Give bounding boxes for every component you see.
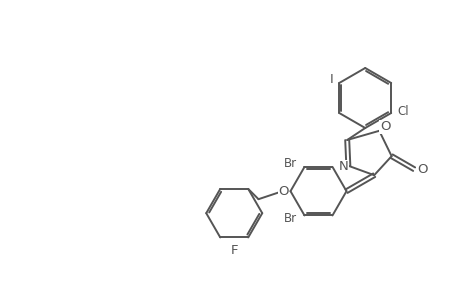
Text: O: O	[416, 163, 426, 176]
Text: F: F	[230, 244, 237, 257]
Text: O: O	[379, 120, 390, 133]
Text: Br: Br	[283, 158, 297, 170]
Text: Br: Br	[283, 212, 297, 225]
Text: I: I	[329, 73, 332, 85]
Text: O: O	[278, 185, 288, 198]
Text: N: N	[338, 160, 347, 173]
Text: Cl: Cl	[397, 104, 408, 118]
